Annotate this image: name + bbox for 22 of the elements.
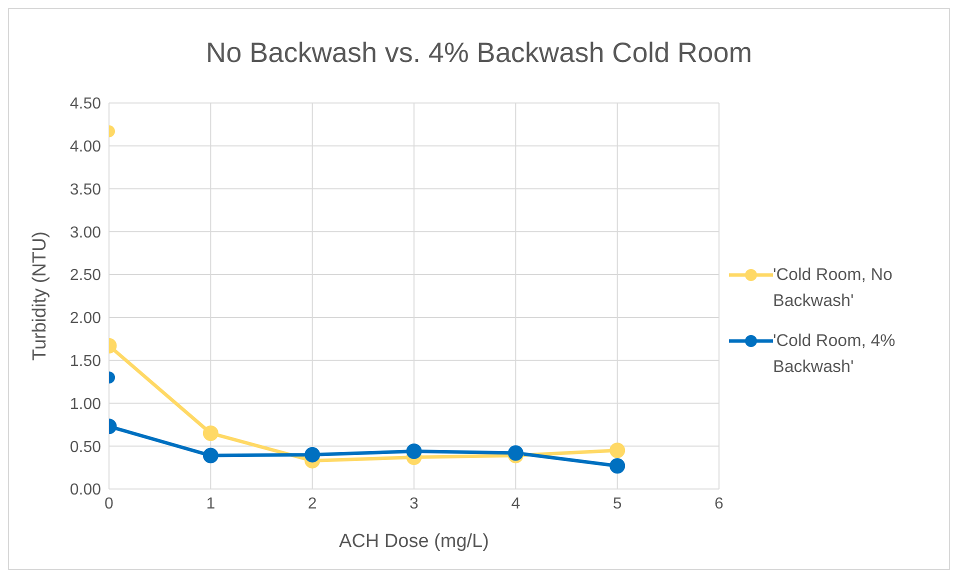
legend-label: 'Cold Room, No Backwash' bbox=[773, 264, 894, 312]
y-tick-label: 3.50 bbox=[70, 181, 102, 198]
x-tick-label: 4 bbox=[511, 495, 520, 512]
y-tick-label: 1.50 bbox=[70, 353, 102, 370]
x-tick-label: 0 bbox=[104, 495, 114, 512]
y-tick-label: 4.50 bbox=[70, 96, 102, 113]
y-tick-label: 0.50 bbox=[70, 438, 102, 456]
x-tick-label: 2 bbox=[308, 495, 317, 512]
x-tick-label: 5 bbox=[612, 495, 622, 512]
y-tick-label: 1.00 bbox=[70, 396, 102, 413]
chart-title: No Backwash vs. 4% Backwash Cold Room bbox=[204, 36, 754, 70]
x-tick-label: 6 bbox=[714, 495, 724, 512]
legend-label: 'Cold Room, 4% Backwash' bbox=[773, 330, 896, 378]
y-tick-label: 3.00 bbox=[70, 224, 102, 242]
x-tick-label: 1 bbox=[206, 495, 216, 512]
y-axis-title: Turbidity (NTU) bbox=[30, 231, 51, 361]
x-axis-title: ACH Dose (mg/L) bbox=[339, 531, 489, 552]
y-tick-label: 4.00 bbox=[70, 138, 102, 156]
y-tick-label: 2.00 bbox=[70, 310, 102, 328]
y-tick-label: 2.50 bbox=[70, 267, 102, 284]
x-tick-label: 3 bbox=[410, 495, 419, 512]
y-tick-label: 0.00 bbox=[70, 482, 102, 499]
